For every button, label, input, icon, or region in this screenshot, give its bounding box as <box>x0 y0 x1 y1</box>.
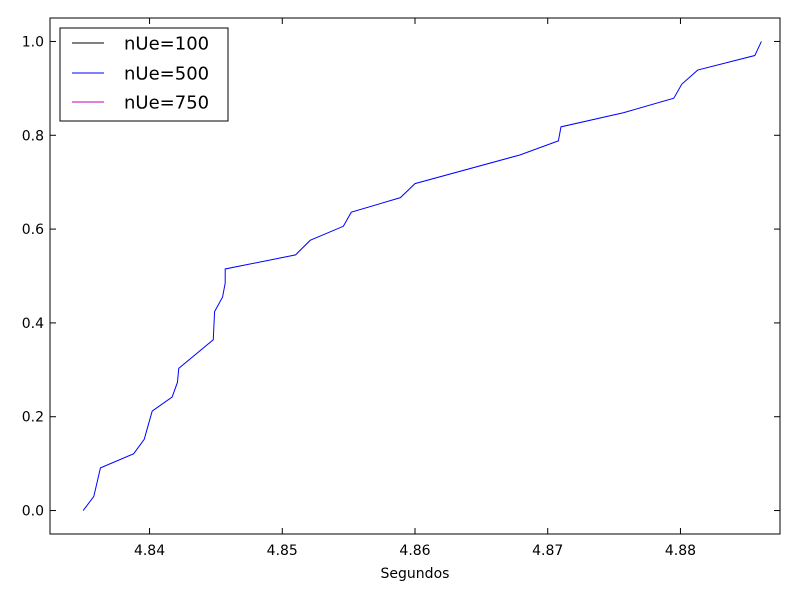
x-tick-label: 4.88 <box>665 543 696 559</box>
x-tick-label: 4.87 <box>532 543 563 559</box>
legend-label-nue750: nUe=750 <box>124 93 209 114</box>
y-tick-label: 0.2 <box>22 410 44 426</box>
y-tick-label: 1.0 <box>22 34 44 50</box>
x-tick-label: 4.85 <box>267 543 298 559</box>
legend: nUe=100 nUe=500 nUe=750 <box>59 27 229 122</box>
x-tick-label: 4.84 <box>134 543 165 559</box>
legend-label-nue100: nUe=100 <box>124 34 209 55</box>
y-tick-label: 0.8 <box>22 128 44 144</box>
y-tick-label: 0.4 <box>22 316 44 332</box>
y-tick-label: 0.0 <box>22 504 44 520</box>
ticks-layer: 4.84 4.85 4.86 4.87 4.88 0.0 0.2 0.4 0.6 0.8 1.0 <box>22 18 780 559</box>
series-line-nue500 <box>82 41 762 511</box>
x-tick-label: 4.86 <box>399 543 430 559</box>
x-axis-label: Segundos <box>381 566 450 582</box>
y-tick-label: 0.6 <box>22 222 44 238</box>
series-layer <box>82 41 762 511</box>
legend-label-nue500: nUe=500 <box>124 64 209 85</box>
